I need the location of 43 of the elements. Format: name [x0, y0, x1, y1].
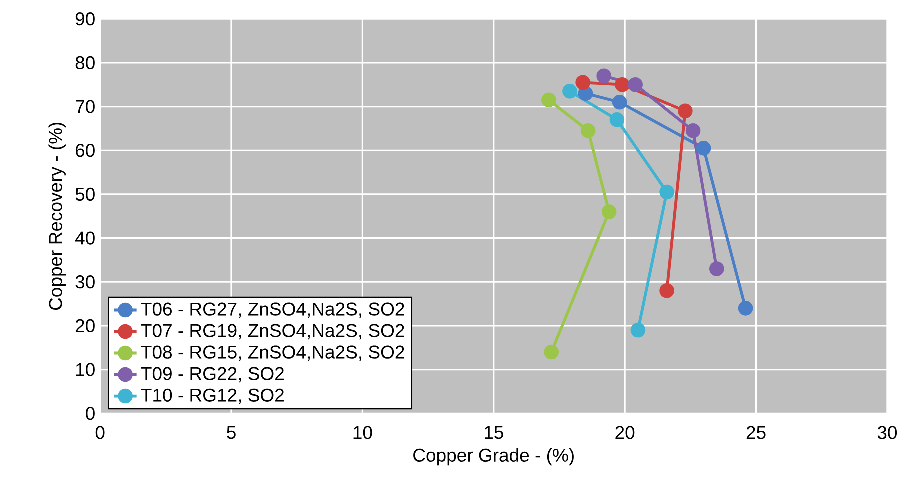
point — [602, 204, 617, 220]
legend-label: T09 - RG22, SO2 — [141, 367, 284, 382]
x-tick-label: 20 — [616, 426, 635, 440]
y-axis-title: Copper Recovery - (%) — [48, 122, 66, 310]
legend-label: T06 - RG27, ZnSO4,Na2S, SO2 — [141, 302, 404, 318]
point — [580, 123, 596, 138]
y-tick-label: 0 — [86, 406, 95, 420]
y-tick-label: 80 — [76, 56, 95, 70]
point — [612, 94, 628, 110]
point — [678, 104, 693, 118]
x-tick-label: 30 — [878, 426, 897, 440]
y-tick-label: 20 — [76, 319, 95, 332]
point — [544, 344, 560, 360]
point — [710, 261, 724, 276]
x-tick-label: 25 — [746, 426, 766, 440]
y-tick-label: 50 — [76, 188, 95, 201]
legend-label: T08 - RG15, ZnSO4,Na2S, SO2 — [141, 346, 404, 361]
point — [610, 112, 625, 128]
point — [542, 92, 556, 108]
point — [630, 322, 646, 338]
point — [576, 75, 590, 90]
point — [738, 300, 754, 316]
point — [562, 84, 578, 99]
y-tick-label: 30 — [76, 275, 95, 288]
y-tick-label: 40 — [75, 232, 95, 245]
legend-label: T10 - RG12, SO2 — [141, 388, 284, 404]
point — [615, 77, 630, 92]
point — [596, 68, 612, 84]
x-tick-label: 15 — [485, 426, 504, 439]
x-tick-label: 10 — [354, 426, 372, 440]
point — [686, 123, 701, 138]
x-tick-label: 5 — [227, 426, 236, 439]
point — [628, 77, 643, 92]
point — [696, 140, 712, 156]
y-tick-label: 90 — [76, 12, 95, 26]
point — [660, 283, 674, 298]
y-tick-label: 10 — [76, 363, 95, 376]
y-tick-label: 60 — [76, 144, 95, 157]
x-tick-label: 0 — [96, 426, 105, 440]
point — [660, 184, 674, 200]
x-axis-title: Copper Grade - (%) — [414, 448, 574, 466]
legend-label: T07 - RG19, ZnSO4,Na2S, SO2 — [141, 324, 404, 340]
y-tick-label: 70 — [76, 100, 95, 114]
